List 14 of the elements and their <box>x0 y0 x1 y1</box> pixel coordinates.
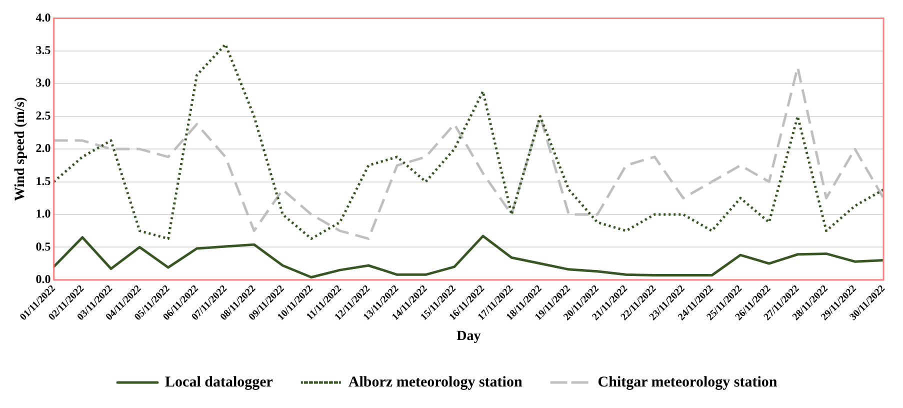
legend-label: Chitgar meteorology station <box>598 374 778 390</box>
y-tick-label: 3.5 <box>36 43 51 58</box>
y-tick-label: 3.0 <box>36 76 51 90</box>
y-tick-label: 0.5 <box>36 239 51 254</box>
y-tick-label: 1.5 <box>36 174 51 188</box>
y-tick-label: 2.5 <box>36 108 51 122</box>
legend-label: Local datalogger <box>165 374 274 390</box>
y-tick-label: 0.0 <box>36 272 51 286</box>
x-axis-title: Day <box>456 329 481 344</box>
y-tick-label: 2.0 <box>36 141 51 156</box>
y-tick-label: 1.0 <box>36 206 51 221</box>
legend-label: Alborz meteorology station <box>348 374 523 390</box>
y-tick-label: 4.0 <box>36 10 51 24</box>
y-axis-title: Wind speed (m/s) <box>13 96 28 202</box>
